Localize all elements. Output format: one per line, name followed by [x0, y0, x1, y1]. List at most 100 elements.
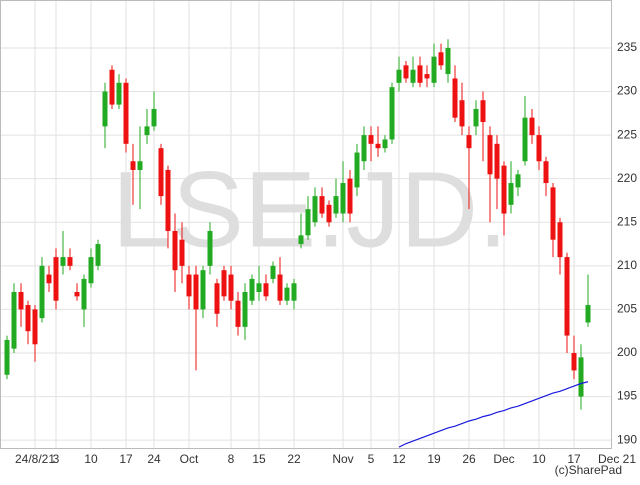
candle-body	[235, 300, 241, 327]
y-tick-label: 220	[617, 171, 637, 185]
watermark: LSE.JD.	[112, 149, 508, 270]
candle-body	[585, 305, 591, 323]
candle-body	[25, 305, 31, 332]
candle-body	[550, 187, 556, 240]
candle-body	[95, 244, 101, 266]
candle-body	[277, 274, 283, 301]
y-tick-label: 235	[617, 40, 637, 54]
candle-body	[522, 117, 528, 162]
candle-body	[564, 257, 570, 336]
candle-body	[151, 108, 157, 127]
x-tick-label: 5	[368, 452, 375, 466]
candle-body	[494, 143, 500, 179]
candle-body	[67, 257, 73, 266]
candle-body	[291, 283, 297, 301]
candle-body	[130, 161, 136, 170]
x-tick-label: 10	[532, 452, 546, 466]
y-tick-label: 205	[617, 302, 637, 316]
candle-body	[46, 274, 52, 284]
candle-body	[557, 222, 563, 258]
candle-body	[543, 161, 549, 184]
x-tick-label: 8	[228, 452, 235, 466]
candle-body	[32, 309, 38, 345]
candle-body	[81, 278, 87, 310]
candle-body	[214, 283, 220, 314]
candle-body	[298, 235, 304, 245]
candle-body	[200, 270, 206, 310]
candle-body	[445, 47, 451, 75]
x-tick-label: 26	[462, 452, 476, 466]
candle-body	[165, 169, 171, 231]
candle-body	[186, 274, 192, 297]
candle-body	[270, 265, 276, 279]
candle-body	[242, 291, 248, 327]
candle-body	[284, 287, 290, 301]
candle-body	[228, 274, 234, 301]
x-tick-label: 10	[84, 452, 98, 466]
candle-body	[382, 139, 388, 149]
candle-body	[102, 91, 108, 127]
candle-body	[256, 283, 262, 292]
candle-body	[529, 117, 535, 136]
x-tick-label: 17	[567, 452, 581, 466]
candle-body	[368, 135, 374, 144]
candle-body	[144, 126, 150, 136]
candle-body	[578, 357, 584, 397]
x-tick-label: 12	[392, 452, 406, 466]
candle-body	[249, 278, 255, 301]
candle-body	[109, 69, 115, 105]
candle-body	[207, 230, 213, 266]
candle-body	[116, 82, 122, 105]
candle-body	[11, 291, 17, 349]
y-tick-label: 210	[617, 258, 637, 272]
y-tick-label: 195	[617, 389, 637, 403]
candle-body	[410, 69, 416, 83]
candle-body	[480, 100, 486, 123]
x-tick-label: Nov	[332, 452, 353, 466]
candle-body	[354, 152, 360, 188]
x-tick-label: 24	[147, 452, 161, 466]
candle-body	[431, 56, 437, 83]
candle-body	[137, 161, 143, 170]
candle-body	[424, 74, 430, 79]
candle-body	[305, 209, 311, 236]
candle-body	[515, 174, 521, 188]
candle-body	[326, 204, 332, 223]
candle-body	[179, 239, 185, 266]
candle-body	[487, 135, 493, 175]
candle-body	[123, 82, 129, 144]
candle-body	[312, 196, 318, 223]
candle-body	[347, 178, 353, 214]
y-tick-label: 200	[617, 345, 637, 359]
x-tick-label: 24/8/21	[15, 452, 55, 466]
candle-body	[53, 257, 59, 301]
candle-body	[403, 65, 409, 79]
candle-body	[417, 65, 423, 83]
candle-body	[459, 100, 465, 127]
candle-body	[319, 196, 325, 214]
plot-border	[0, 0, 612, 449]
candle-body	[158, 148, 164, 197]
candle-body	[473, 108, 479, 127]
x-tick-label: 17	[119, 452, 133, 466]
credit: (c)SharePad	[555, 463, 622, 477]
y-tick-label: 230	[617, 84, 637, 98]
candle-body	[452, 78, 458, 118]
candle-body	[18, 291, 24, 310]
x-tick-label: Dec	[493, 452, 514, 466]
y-tick-label: 215	[617, 214, 637, 228]
candle-body	[333, 196, 339, 214]
candle-body	[396, 69, 402, 83]
candle-body	[39, 265, 45, 319]
candle-body	[60, 257, 66, 266]
x-tick-label: 22	[287, 452, 301, 466]
candle-body	[375, 143, 381, 149]
candle-body	[438, 52, 444, 66]
candle-body	[466, 135, 472, 149]
x-tick-label: 15	[252, 452, 266, 466]
candle-body	[88, 257, 94, 284]
candle-body	[340, 183, 346, 214]
axis-end-label: Dec 21	[598, 452, 636, 466]
candle-body	[508, 183, 514, 205]
